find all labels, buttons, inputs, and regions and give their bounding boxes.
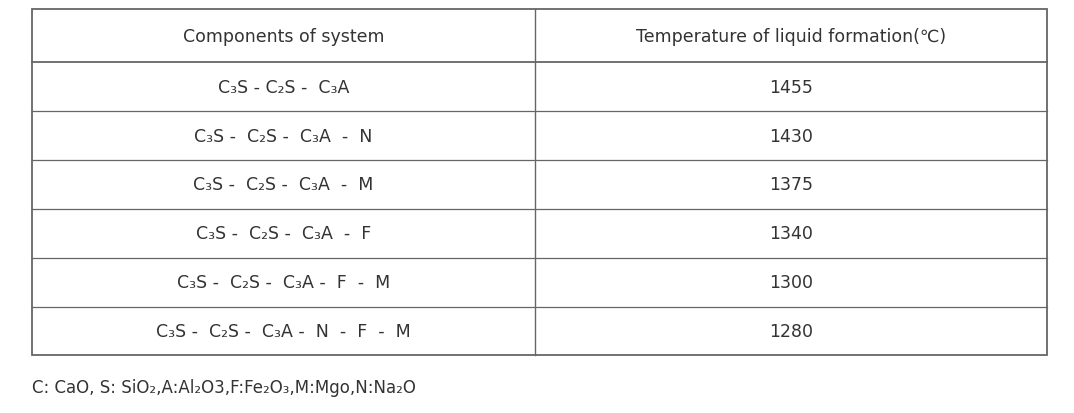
Text: 1455: 1455 bbox=[769, 78, 813, 97]
Text: 1300: 1300 bbox=[769, 273, 813, 292]
Text: C: CaO, S: SiO₂,A:Al₂O3,F:Fe₂O₃,M:Mgo,N:Na₂O: C: CaO, S: SiO₂,A:Al₂O3,F:Fe₂O₃,M:Mgo,N:… bbox=[32, 378, 416, 396]
Text: C₃S - C₂S -  C₃A: C₃S - C₂S - C₃A bbox=[218, 78, 349, 97]
Text: C₃S -  C₂S -  C₃A -  N  -  F  -  M: C₃S - C₂S - C₃A - N - F - M bbox=[156, 322, 410, 340]
Text: C₃S -  C₂S -  C₃A -  F  -  M: C₃S - C₂S - C₃A - F - M bbox=[177, 273, 390, 292]
Text: 1430: 1430 bbox=[769, 127, 813, 145]
Text: 1340: 1340 bbox=[769, 225, 813, 243]
Text: Components of system: Components of system bbox=[183, 28, 384, 46]
Text: C₃S -  C₂S -  C₃A  -  F: C₃S - C₂S - C₃A - F bbox=[195, 225, 371, 243]
Bar bbox=[32, 10, 1047, 356]
Text: 1375: 1375 bbox=[769, 176, 813, 194]
Text: C₃S -  C₂S -  C₃A  -  N: C₃S - C₂S - C₃A - N bbox=[194, 127, 373, 145]
Text: 1280: 1280 bbox=[769, 322, 813, 340]
Text: Temperature of liquid formation(℃): Temperature of liquid formation(℃) bbox=[636, 28, 946, 46]
Text: C₃S -  C₂S -  C₃A  -  M: C₃S - C₂S - C₃A - M bbox=[193, 176, 374, 194]
